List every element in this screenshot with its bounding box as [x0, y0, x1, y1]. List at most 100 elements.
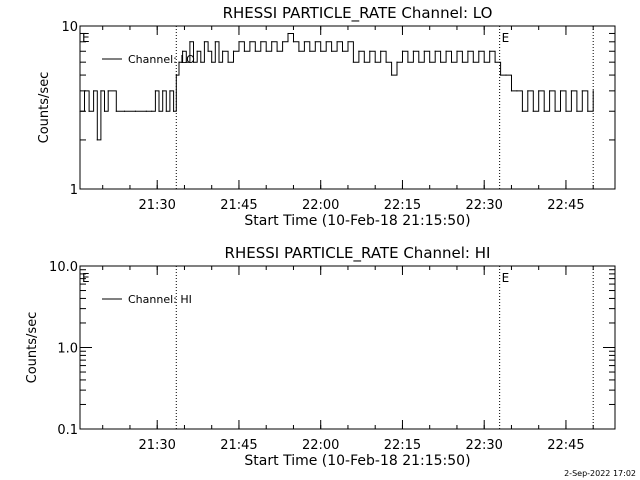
data-point [123, 110, 126, 112]
data-point [440, 61, 442, 63]
data-point [516, 90, 518, 92]
data-point [100, 90, 102, 92]
data-point [549, 90, 551, 92]
data-point [494, 61, 496, 63]
data-point [107, 90, 109, 92]
data-point [222, 50, 224, 52]
data-point [115, 110, 117, 112]
data-point [565, 110, 567, 112]
data-point [478, 50, 480, 52]
chart-panel-2: RHESSI PARTICLE_RATE Channel: HI Start Ti… [25, 244, 616, 469]
data-point [154, 90, 156, 92]
data-point [265, 50, 267, 52]
data-point [396, 61, 398, 63]
data-point [505, 74, 507, 76]
data-point [581, 90, 583, 92]
data-point [499, 74, 502, 76]
data-point [434, 50, 436, 52]
data-point [390, 74, 393, 76]
data-point [185, 61, 187, 63]
y-axis-label: Counts/sec [37, 72, 52, 144]
data-point [418, 61, 420, 63]
data-point [254, 50, 256, 52]
data-point [489, 50, 491, 52]
x-tick-label: 22:00 [302, 198, 339, 213]
data-point [510, 90, 513, 92]
data-point [96, 139, 98, 141]
chart-title: RHESSI PARTICLE_RATE Channel: LO [223, 4, 493, 23]
data-point [445, 50, 447, 52]
data-point [165, 110, 167, 112]
data-point [538, 90, 540, 92]
data-point [203, 41, 206, 43]
data-point [178, 61, 180, 63]
x-tick-label: 21:30 [138, 438, 175, 453]
y-tick-label: 10 [61, 20, 78, 35]
data-point [483, 61, 485, 63]
legend: Channel: LO [102, 53, 195, 66]
data-point [211, 61, 213, 63]
data-point [207, 50, 209, 52]
data-point [374, 61, 376, 63]
event-marker-label: E [82, 31, 90, 45]
data-point [456, 50, 458, 52]
data-point [347, 41, 349, 43]
data-point [570, 90, 573, 92]
data-point [151, 110, 153, 112]
x-tick-label: 21:30 [138, 198, 175, 213]
x-axis-label: Start Time (10-Feb-18 21:15:50) [244, 453, 470, 469]
data-point [162, 90, 164, 92]
data-point [189, 41, 191, 43]
x-tick-label: 22:15 [384, 438, 421, 453]
data-point [554, 110, 556, 112]
legend-entry: Channel: HI [128, 293, 192, 306]
data-point [200, 61, 202, 63]
footer-timestamp: 2-Sep-2022 17:02 [564, 469, 636, 478]
x-axis-label: Start Time (10-Feb-18 21:15:50) [244, 213, 470, 229]
legend: Channel: HI [102, 293, 192, 306]
data-point [249, 41, 251, 43]
y-axis-label: Counts/sec [25, 312, 40, 384]
y-tick-label: 0.1 [57, 423, 78, 438]
x-tick-label: 22:45 [547, 438, 584, 453]
data-point [450, 61, 453, 63]
event-marker-label: E [82, 271, 90, 285]
data-point [385, 61, 387, 63]
data-point [363, 61, 365, 63]
data-point [559, 90, 562, 92]
series-line [80, 33, 594, 141]
data-point [587, 110, 589, 112]
data-point [401, 50, 404, 52]
data-point [314, 41, 316, 43]
data-point [271, 41, 273, 43]
data-point [521, 110, 523, 112]
data-point [145, 110, 147, 112]
y-tick-label: 1.0 [57, 342, 78, 357]
data-point [182, 50, 184, 52]
data-point [527, 90, 529, 92]
x-tick-label: 22:45 [547, 198, 584, 213]
data-point [352, 61, 355, 63]
data-point [298, 50, 300, 52]
data-point [423, 50, 425, 52]
data-point [172, 110, 175, 112]
data-point [532, 110, 534, 112]
x-tick-label: 22:30 [465, 198, 502, 213]
data-point [336, 41, 338, 43]
x-tick-label: 22:30 [465, 438, 502, 453]
data-point [169, 90, 171, 92]
data-point [592, 90, 594, 92]
event-marker-label: E [502, 31, 510, 45]
chart-panel-1: RHESSI PARTICLE_RATE Channel: LO Start Ti… [37, 4, 616, 229]
data-point [320, 50, 322, 52]
data-point [227, 61, 229, 63]
data-point [260, 41, 262, 43]
data-point [175, 74, 177, 76]
data-point [429, 61, 431, 63]
y-tick-label: 10.0 [49, 260, 78, 275]
data-point [83, 90, 86, 92]
data-point [79, 110, 81, 112]
data-point [309, 50, 311, 52]
x-tick-label: 22:15 [384, 198, 421, 213]
